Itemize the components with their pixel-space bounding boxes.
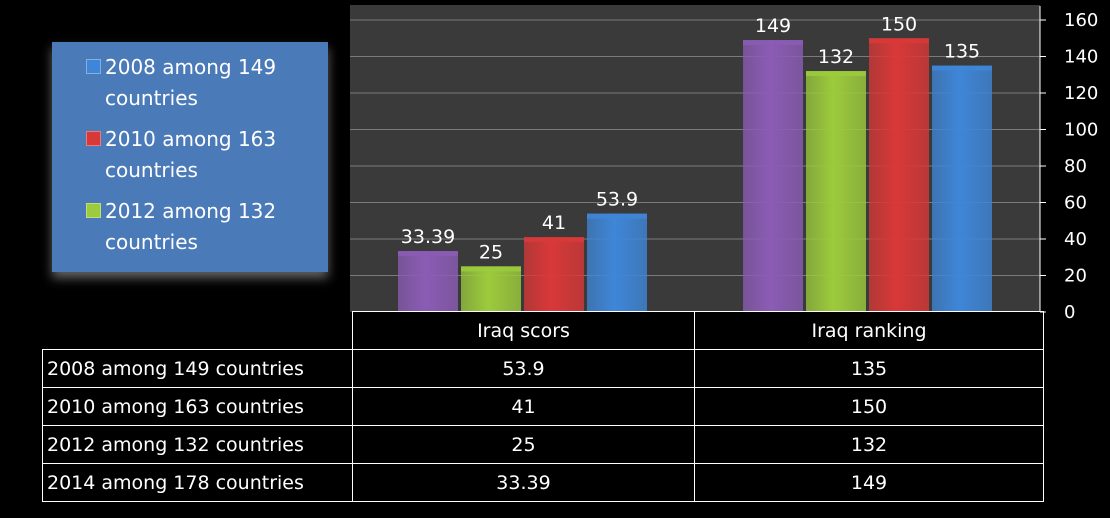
data-label: 25 — [479, 241, 503, 263]
legend-label-2012: 2012 among 132 countries — [105, 199, 277, 254]
legend-item-2010: 2010 among 163 countries — [86, 124, 328, 186]
y-tick-label: 160 — [1064, 10, 1098, 31]
y-tick-label: 120 — [1064, 83, 1098, 104]
data-table: Iraq scors Iraq ranking 2008 among 149 c… — [42, 311, 1044, 502]
y-tick-label: 0 — [1064, 302, 1075, 323]
y-tick-label: 100 — [1064, 120, 1098, 141]
table-row-label: 2010 among 163 countries — [42, 387, 353, 426]
table-row: 2008 among 149 countries 53.9 135 — [42, 349, 1044, 388]
data-label: 150 — [881, 13, 917, 35]
legend-swatch-2010 — [86, 131, 101, 146]
bar — [461, 266, 521, 312]
legend-swatch-2008 — [86, 59, 101, 74]
table-header-scores: Iraq scors — [352, 311, 695, 350]
table-header-row: Iraq scors Iraq ranking — [42, 311, 1044, 350]
y-tick-label: 60 — [1064, 193, 1087, 214]
data-label: 135 — [944, 41, 980, 63]
bar — [806, 71, 866, 312]
table-cell: 149 — [694, 463, 1044, 502]
bar-cap — [869, 38, 929, 44]
table-cell: 33.39 — [352, 463, 695, 502]
table-cell: 132 — [694, 425, 1044, 464]
bar — [869, 38, 929, 312]
data-label: 41 — [542, 212, 566, 234]
table-row-label: 2012 among 132 countries — [42, 425, 353, 464]
data-label: 149 — [755, 15, 791, 37]
data-label: 53.9 — [596, 189, 638, 211]
legend-label-2010: 2010 among 163 countries — [105, 127, 277, 182]
legend-item-2008: 2008 among 149 countries — [86, 52, 328, 114]
y-tick-label: 80 — [1064, 156, 1087, 177]
table-cell: 53.9 — [352, 349, 695, 388]
y-tick-label: 40 — [1064, 229, 1087, 250]
bar-cap — [461, 266, 521, 272]
legend-item-2012: 2012 among 132 countries — [86, 196, 328, 258]
y-tick-label: 20 — [1064, 266, 1087, 287]
table-cell: 25 — [352, 425, 695, 464]
bar — [524, 237, 584, 312]
table-corner — [42, 311, 353, 350]
bar-cap — [587, 213, 647, 219]
bar — [743, 40, 803, 312]
data-label: 33.39 — [401, 226, 455, 248]
table-row: 2014 among 178 countries 33.39 149 — [42, 463, 1044, 502]
table-cell: 135 — [694, 349, 1044, 388]
legend-swatch-2012 — [86, 203, 101, 218]
legend-label-2008: 2008 among 149 countries — [105, 55, 277, 110]
data-label: 132 — [818, 46, 854, 68]
table-row-label: 2014 among 178 countries — [42, 463, 353, 502]
bar — [398, 251, 458, 312]
bar-cap — [524, 237, 584, 243]
y-tick-label: 140 — [1064, 47, 1098, 68]
bar — [587, 213, 647, 312]
bar-cap — [398, 251, 458, 257]
legend: 2008 among 149 countries 2010 among 163 … — [52, 42, 328, 272]
table-row-label: 2008 among 149 countries — [42, 349, 353, 388]
table-row: 2012 among 132 countries 25 132 — [42, 425, 1044, 464]
table-header-ranking: Iraq ranking — [694, 311, 1044, 350]
bar-cap — [743, 40, 803, 46]
table-row: 2010 among 163 countries 41 150 — [42, 387, 1044, 426]
table-cell: 150 — [694, 387, 1044, 426]
bar-cap — [806, 71, 866, 77]
table-cell: 41 — [352, 387, 695, 426]
bar — [932, 65, 992, 312]
bar-cap — [932, 65, 992, 71]
